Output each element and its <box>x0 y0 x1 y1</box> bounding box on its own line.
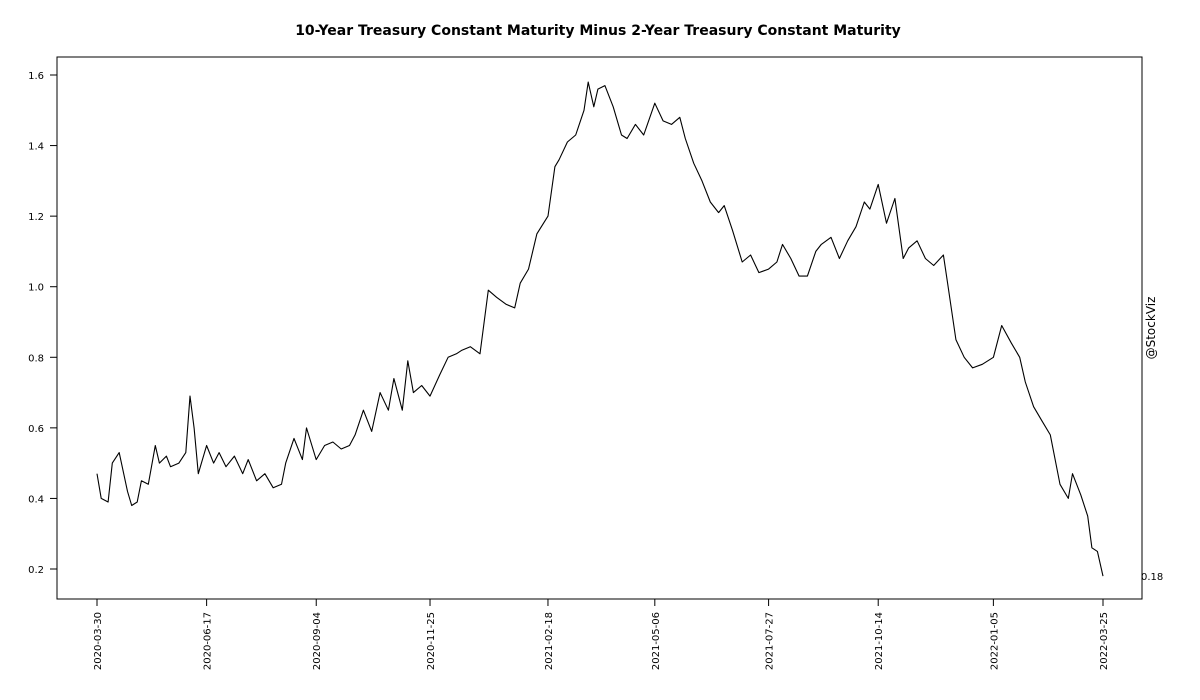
y-tick-label: 0.8 <box>28 353 44 364</box>
y-tick-label: 1.6 <box>28 71 44 82</box>
y-axis: 0.2 0.4 0.6 0.8 1.0 1.2 1.4 1.6 <box>28 71 57 576</box>
x-tick-label: 2022-01-05 <box>989 612 1000 670</box>
x-tick-label: 2020-06-17 <box>203 612 214 670</box>
x-tick-label: 2021-07-27 <box>765 612 776 670</box>
last-value-label: 0.18 <box>1141 572 1163 583</box>
chart-title: 10-Year Treasury Constant Maturity Minus… <box>295 23 901 39</box>
plot-frame <box>56 56 1143 600</box>
series-line <box>96 81 1104 577</box>
x-tick-label: 2020-09-04 <box>312 612 323 670</box>
x-tick-label: 2020-11-25 <box>426 612 437 670</box>
x-tick-label: 2021-02-18 <box>544 612 555 670</box>
y-tick-label: 1.0 <box>28 283 44 294</box>
watermark-text: @StockViz <box>1144 297 1158 360</box>
y-tick-label: 1.4 <box>28 142 44 153</box>
y-tick-label: 0.6 <box>28 424 44 435</box>
x-axis: 2020-03-30 2020-06-17 2020-09-04 2020-11-25… <box>93 599 1110 670</box>
x-tick-label: 2021-10-14 <box>874 612 885 670</box>
x-tick-label: 2021-05-06 <box>651 612 662 670</box>
y-tick-label: 0.4 <box>28 494 44 505</box>
y-tick-label: 1.2 <box>28 212 44 223</box>
x-tick-label: 2022-03-25 <box>1099 612 1110 670</box>
x-tick-label: 2020-03-30 <box>93 612 104 670</box>
y-tick-label: 0.2 <box>28 565 44 576</box>
